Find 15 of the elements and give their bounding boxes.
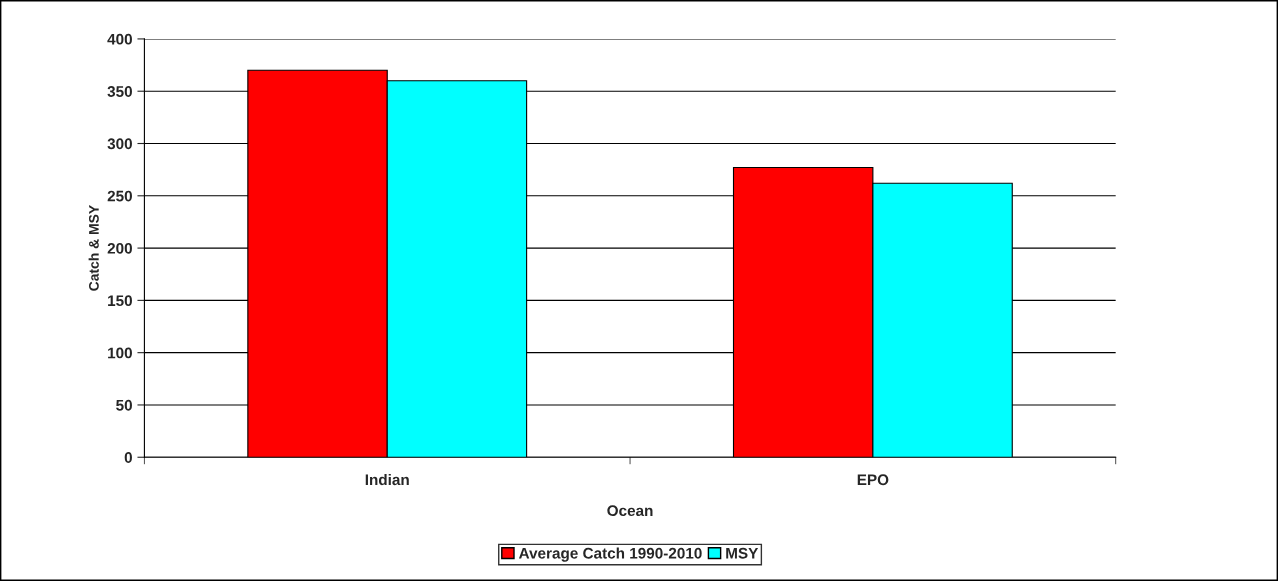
y-tick-label: 150 xyxy=(108,295,132,307)
x-tick-label: EPO xyxy=(857,474,889,486)
y-axis-title: Catch & MSY xyxy=(88,205,99,291)
y-tick-label: 50 xyxy=(116,399,132,411)
y-tick-label: 0 xyxy=(124,452,132,463)
legend-label: Average Catch 1990-2010 xyxy=(518,547,702,562)
x-axis-title: Ocean xyxy=(607,505,653,517)
x-tick-label: Indian xyxy=(365,473,409,486)
y-tick-label: 250 xyxy=(107,190,132,202)
y-tick-label: 300 xyxy=(107,138,132,150)
y-tick-label: 200 xyxy=(107,242,132,254)
legend-label: MSY xyxy=(726,547,759,559)
y-tick-label: 400 xyxy=(107,33,132,45)
y-tick-label: 350 xyxy=(107,86,132,97)
y-tick-label: 100 xyxy=(108,347,132,359)
